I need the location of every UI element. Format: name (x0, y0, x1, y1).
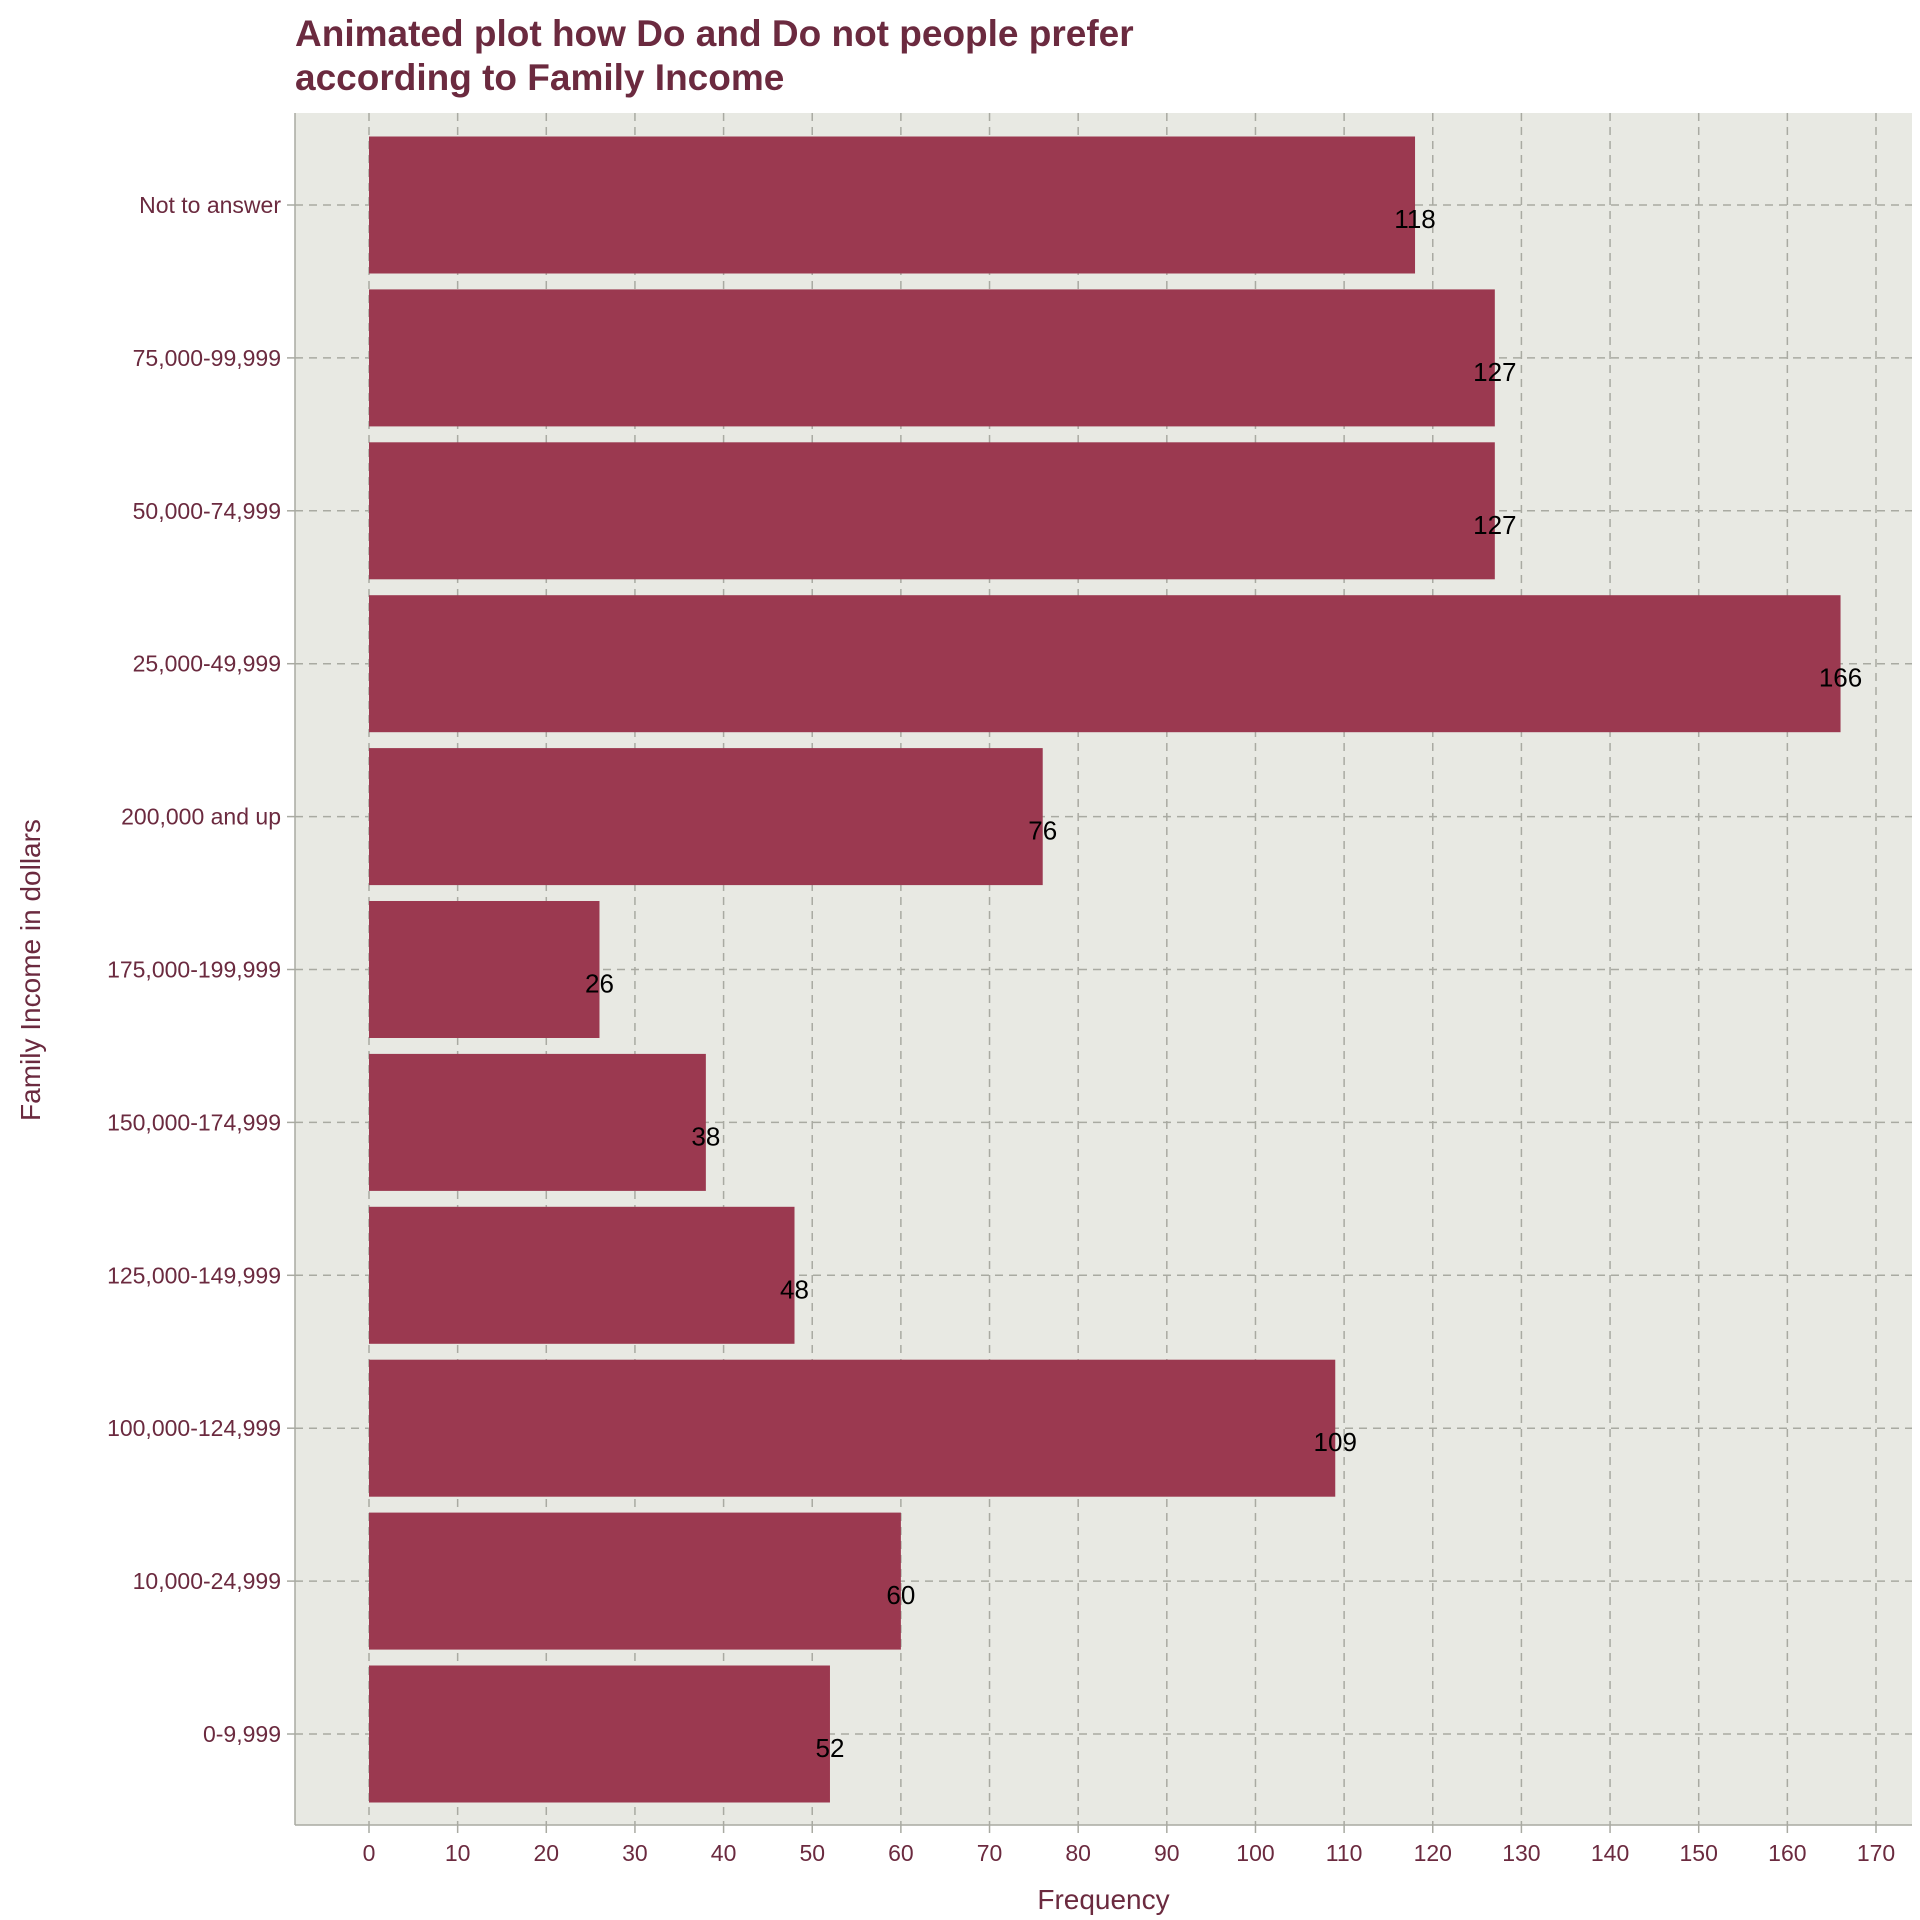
bar (369, 1512, 901, 1650)
data-label: 52 (816, 1733, 845, 1763)
bar (369, 595, 1841, 733)
chart-title: Animated plot how Do and Do not people p… (295, 13, 1134, 98)
y-axis-title: Family Income in dollars (15, 819, 46, 1121)
data-label: 76 (1028, 816, 1057, 846)
y-tick-label: 175,000-199,999 (107, 957, 281, 983)
x-tick-label: 150 (1680, 1840, 1718, 1866)
data-label: 26 (585, 969, 614, 999)
bar (369, 1053, 706, 1191)
x-tick-label: 70 (977, 1840, 1003, 1866)
x-tick-label: 50 (799, 1840, 825, 1866)
x-tick-label: 0 (363, 1840, 376, 1866)
x-tick-label: 100 (1236, 1840, 1274, 1866)
data-label: 109 (1314, 1427, 1357, 1457)
y-tick-label: 150,000-174,999 (107, 1109, 281, 1135)
x-tick-label: 60 (888, 1840, 914, 1866)
bar (369, 748, 1043, 886)
data-label: 38 (691, 1121, 720, 1151)
y-tick-label: 200,000 and up (121, 804, 281, 830)
bar (369, 1359, 1336, 1497)
x-tick-label: 110 (1326, 1840, 1363, 1866)
x-tick-label: 10 (445, 1840, 471, 1866)
x-tick-label: 20 (533, 1840, 559, 1866)
x-tick-label: 120 (1414, 1840, 1452, 1866)
data-label: 48 (780, 1274, 809, 1304)
x-tick-label: 160 (1768, 1840, 1806, 1866)
y-tick-label: 10,000-24,999 (133, 1568, 281, 1594)
bar (369, 1206, 795, 1344)
y-tick-label: 100,000-124,999 (107, 1415, 281, 1441)
y-tick-label: 0-9,999 (203, 1721, 281, 1747)
x-tick-label: 170 (1857, 1840, 1895, 1866)
x-tick-label: 80 (1065, 1840, 1091, 1866)
data-label: 127 (1473, 510, 1516, 540)
y-tick-label: 50,000-74,999 (133, 498, 281, 524)
x-tick-label: 40 (711, 1840, 737, 1866)
y-tick-label: Not to answer (139, 192, 281, 218)
data-label: 127 (1473, 357, 1516, 387)
data-label: 118 (1394, 204, 1435, 234)
y-tick-label: 25,000-49,999 (133, 651, 281, 677)
data-label: 60 (886, 1580, 915, 1610)
bar (369, 136, 1416, 274)
data-label: 166 (1819, 663, 1862, 693)
x-tick-label: 130 (1502, 1840, 1540, 1866)
bar (369, 901, 600, 1038)
x-tick-label: 90 (1154, 1840, 1180, 1866)
y-tick-label: 125,000-149,999 (107, 1262, 281, 1288)
x-tick-label: 140 (1591, 1840, 1629, 1866)
bar (369, 289, 1495, 427)
x-axis-title: Frequency (1037, 1884, 1169, 1915)
y-tick-label: 75,000-99,999 (133, 345, 281, 371)
bar (369, 1665, 830, 1803)
bar (369, 442, 1495, 580)
x-tick-label: 30 (622, 1840, 648, 1866)
